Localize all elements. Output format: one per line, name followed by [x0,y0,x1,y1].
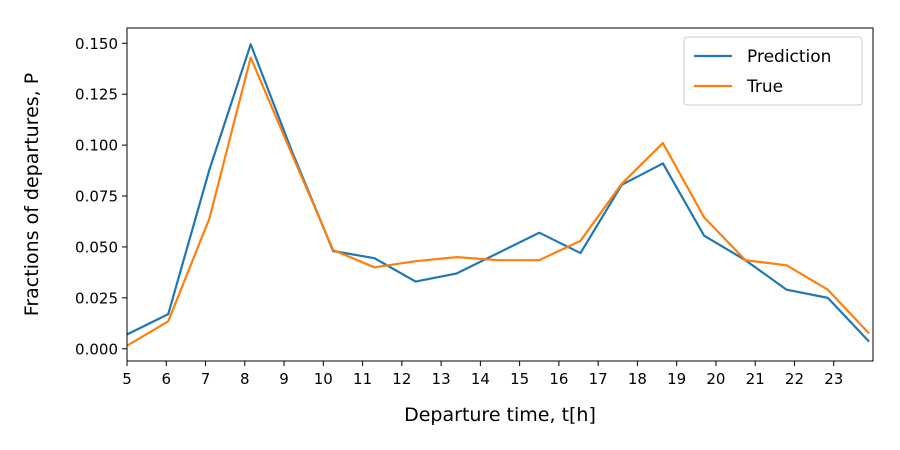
y-tick-label: 0.100 [75,137,118,155]
series-line-true [126,56,870,347]
x-tick-label: 23 [824,370,843,388]
y-tick-label: 0.050 [75,238,118,256]
legend: Prediction True [683,36,863,106]
x-tick-label: 9 [279,370,289,388]
y-tick-label: 0.125 [75,86,118,104]
y-axis: 0.000 0.025 0.050 0.075 0.100 0.125 0.150 [75,35,127,358]
y-tick-label: 0.075 [75,188,118,206]
x-tick-label: 5 [122,370,132,388]
x-tick-label: 22 [785,370,804,388]
x-tick-label: 17 [589,370,608,388]
x-tick-label: 19 [667,370,686,388]
x-tick-label: 21 [746,370,765,388]
legend-label-true: True [746,77,783,97]
y-tick-label: 0.150 [75,35,118,53]
y-axis-label: Fractions of departures, P [21,73,43,316]
x-tick-label: 15 [510,370,529,388]
y-tick-label: 0.025 [75,289,118,307]
series-layer [126,43,870,347]
x-tick-label: 16 [549,370,568,388]
x-tick-label: 10 [314,370,333,388]
x-tick-label: 18 [628,370,647,388]
x-tick-label: 6 [161,370,171,388]
x-tick-label: 8 [240,370,250,388]
legend-box [683,36,863,106]
x-tick-label: 11 [353,370,372,388]
legend-label-prediction: Prediction [747,47,831,67]
y-tick-label: 0.000 [75,340,118,358]
x-tick-label: 14 [471,370,490,388]
x-tick-label: 13 [432,370,451,388]
x-axis-label: Departure time, t[h] [404,404,596,426]
x-tick-label: 20 [706,370,725,388]
x-axis: 5 6 7 8 9 10 11 12 13 14 15 16 17 18 19 20 21 22 23 [122,361,843,388]
plot-frame [126,27,874,362]
x-tick-label: 12 [392,370,411,388]
x-tick-label: 7 [201,370,211,388]
